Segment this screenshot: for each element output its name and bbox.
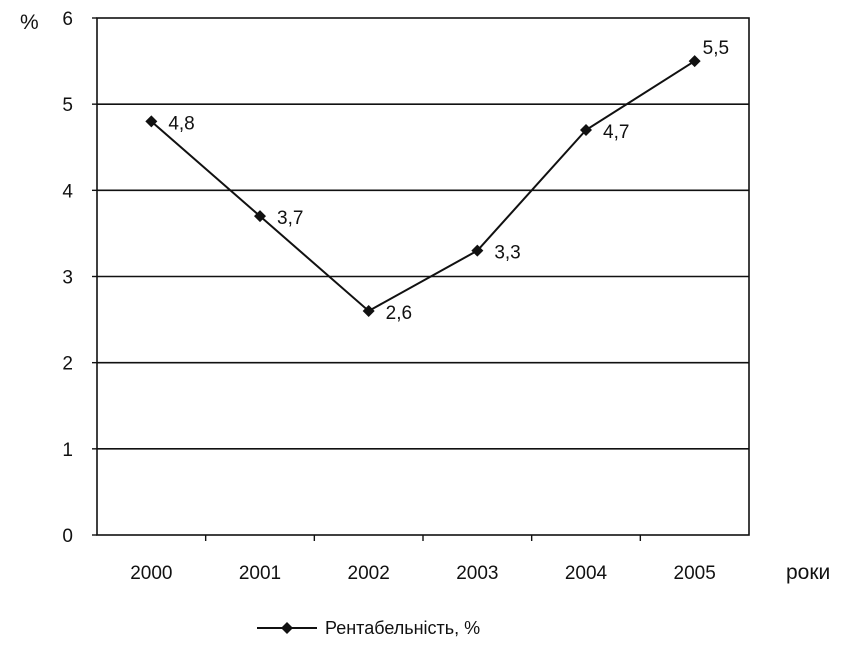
x-axis-ticks [204, 535, 642, 541]
legend-label: Рентабельність, % [325, 618, 480, 638]
data-point-marker [471, 244, 484, 257]
y-tick-label: 1 [62, 440, 73, 461]
series-line-group [145, 55, 701, 317]
x-tick-label: 2003 [456, 563, 498, 584]
x-axis-unit-label: роки [786, 561, 830, 584]
data-label: 4,8 [168, 113, 194, 134]
y-axis: 0 1 2 3 4 5 6 [62, 9, 97, 547]
gridlines [97, 103, 749, 450]
legend-marker-diamond [281, 622, 293, 634]
y-tick-label: 2 [62, 354, 73, 375]
legend: Рентабельність, % [257, 618, 480, 638]
y-tick-label: 5 [62, 95, 73, 116]
y-tick-label: 3 [62, 268, 73, 289]
series-line [150, 60, 696, 313]
x-tick-label: 2005 [674, 563, 716, 584]
data-label: 3,3 [494, 243, 520, 264]
data-point-marker [145, 115, 158, 128]
data-label: 2,6 [386, 303, 412, 324]
data-point-marker [688, 55, 701, 68]
y-tick-label: 6 [62, 9, 73, 30]
y-tick-label: 4 [62, 181, 73, 202]
data-point-marker [254, 210, 266, 223]
y-tick-label: 0 [62, 526, 73, 547]
data-point-marker [580, 124, 592, 137]
y-axis-unit-label: % [20, 11, 39, 34]
data-label: 3,7 [277, 208, 303, 229]
data-label: 4,7 [603, 122, 629, 143]
x-axis: 2000 2001 2002 2003 2004 2005 [130, 563, 716, 584]
x-tick-label: 2000 [130, 563, 172, 584]
data-labels: 4,8 3,7 2,6 3,3 4,7 5,5 [168, 38, 729, 324]
x-tick-label: 2004 [565, 563, 608, 584]
data-point-marker [362, 304, 375, 317]
x-tick-label: 2001 [239, 563, 281, 584]
data-label: 5,5 [703, 38, 729, 59]
x-tick-label: 2002 [348, 563, 390, 584]
